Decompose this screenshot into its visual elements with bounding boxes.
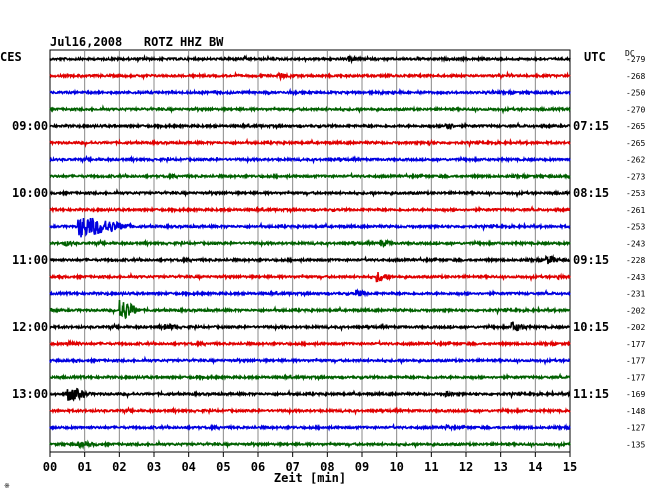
seismic-trace-row	[49, 205, 571, 214]
right-time-label: 11:15	[573, 387, 609, 401]
seismic-trace-row	[49, 299, 571, 320]
x-tick-label: 14	[528, 460, 542, 474]
seismic-trace-row	[49, 355, 571, 366]
seismic-trace-row	[49, 217, 571, 238]
dc-value-label: -148	[626, 407, 645, 416]
x-tick-label: 12	[459, 460, 473, 474]
dc-value-label: -268	[626, 72, 645, 81]
seismic-trace-row	[49, 137, 571, 149]
seismic-trace-row	[49, 406, 571, 416]
dc-value-label: -177	[626, 340, 645, 349]
dc-value-label: -253	[626, 189, 645, 198]
x-tick-label: 03	[147, 460, 161, 474]
seismic-trace-row	[49, 253, 571, 265]
x-tick-label: 10	[389, 460, 403, 474]
x-tick-label: 11	[424, 460, 438, 474]
seismic-trace-row	[49, 121, 571, 130]
right-time-label: 10:15	[573, 320, 609, 334]
label-group: 00 01 02 03 04 05 06 07 08 09 10 11 12 13 14 15 09:00 10:…	[12, 55, 645, 474]
dc-value-label: -177	[626, 357, 645, 366]
seismic-trace-row	[49, 422, 571, 432]
left-time-label: 12:00	[12, 320, 48, 334]
dc-value-label: -279	[626, 55, 645, 64]
dc-value-label: -202	[626, 306, 645, 315]
dc-value-label: -253	[626, 223, 645, 232]
right-time-label: 08:15	[573, 186, 609, 200]
dc-value-label: -265	[626, 122, 645, 131]
seismic-trace-row	[49, 321, 571, 333]
x-tick-label: 07	[285, 460, 299, 474]
right-time-label: 09:15	[573, 253, 609, 267]
dc-value-label: -250	[626, 89, 645, 98]
seismic-trace-row	[49, 372, 571, 382]
seismic-trace-row	[49, 288, 571, 298]
x-tick-label: 09	[355, 460, 369, 474]
x-tick-label: 15	[563, 460, 577, 474]
left-time-label: 09:00	[12, 119, 48, 133]
seismic-trace-row	[49, 188, 571, 199]
right-time-zone-label: UTC	[584, 50, 606, 64]
x-tick-label: 06	[251, 460, 265, 474]
dc-value-label: -135	[626, 440, 645, 449]
x-axis-label: Zeit [min]	[274, 471, 346, 485]
trace-group	[49, 54, 571, 450]
left-time-zone-label: CES	[0, 50, 22, 64]
dc-value-label: -127	[626, 424, 645, 433]
x-tick-label: 04	[181, 460, 195, 474]
dc-value-label: -265	[626, 139, 645, 148]
grid-lines	[49, 49, 571, 457]
x-tick-label: 08	[320, 460, 334, 474]
seismic-trace-row	[49, 238, 571, 249]
dc-value-label: -243	[626, 239, 645, 248]
x-tick-label: 05	[216, 460, 230, 474]
dc-value-label: -169	[626, 390, 645, 399]
x-tick-label: 01	[77, 460, 91, 474]
plot-frame	[49, 49, 571, 453]
seismic-trace-row	[49, 70, 571, 82]
x-tick-label: 13	[493, 460, 507, 474]
seismic-trace-row	[49, 271, 571, 283]
x-tick-label: 00	[43, 460, 57, 474]
right-time-label: 07:15	[573, 119, 609, 133]
left-time-label: 10:00	[12, 186, 48, 200]
dc-value-label: -228	[626, 256, 645, 265]
dc-value-label: -261	[626, 206, 645, 215]
seismic-trace-row	[49, 439, 571, 450]
dc-value-label: -273	[626, 172, 645, 181]
seismic-trace-row	[49, 104, 571, 115]
dc-value-label: -177	[626, 373, 645, 382]
left-time-label: 11:00	[12, 253, 48, 267]
dc-value-label: -270	[626, 105, 645, 114]
dc-value-label: -202	[626, 323, 645, 332]
x-tick-label: 02	[112, 460, 126, 474]
seismic-trace-row	[49, 339, 571, 348]
dc-header-label: DC	[625, 49, 635, 58]
seismic-trace-row	[49, 154, 571, 165]
seismic-trace-row	[49, 387, 571, 402]
footer-mark: ※	[4, 482, 10, 490]
dc-value-label: -262	[626, 156, 645, 165]
seismic-trace-row	[49, 54, 571, 65]
chart-title: Jul16,2008 ROTZ HHZ BW	[50, 35, 224, 49]
seismic-trace-row	[49, 171, 571, 181]
left-time-label: 13:00	[12, 387, 48, 401]
dc-value-label: -243	[626, 273, 645, 282]
seismic-trace-row	[49, 87, 571, 97]
dc-value-label: -231	[626, 290, 645, 299]
